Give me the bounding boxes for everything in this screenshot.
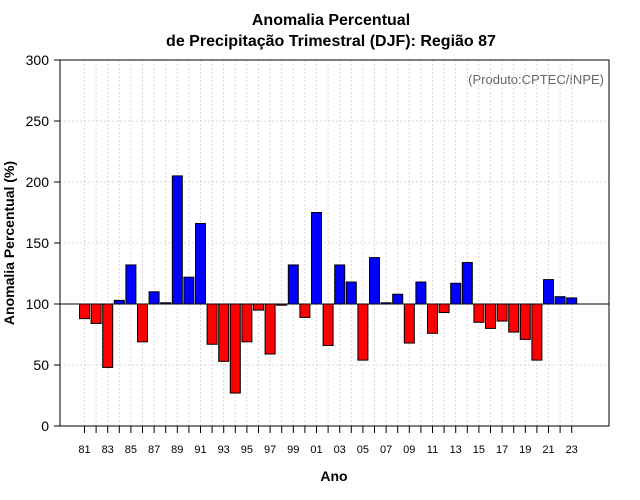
bar-82 [90,303,102,325]
x-tick-label-01: 01 [310,444,322,456]
bar-04 [345,281,357,305]
bar-18 [508,303,520,333]
x-tick-label-97: 97 [264,444,276,456]
bar-85 [125,264,137,305]
bar-84 [113,299,125,305]
bar-20 [531,303,543,361]
bar-09 [403,303,415,344]
x-tick-label-05: 05 [357,444,369,456]
bar-89 [171,175,183,305]
bar-15 [473,303,485,323]
x-tick-label-85: 85 [125,444,137,456]
x-tick-label-07: 07 [380,444,392,456]
bar-12 [438,303,450,314]
bar-13 [450,282,462,305]
x-tick-label-11: 11 [427,444,438,456]
bar-19 [519,303,531,340]
bar-87 [148,291,160,305]
chart-title-line1: Anomalia Percentual [252,12,410,29]
x-tick-label-87: 87 [148,444,160,456]
bar-17 [496,303,508,322]
bar-23 [566,297,578,305]
x-tick-label-83: 83 [102,444,114,456]
x-tick-label-95: 95 [241,444,253,456]
y-tick-label: 150 [26,235,50,251]
x-tick-label-09: 09 [403,444,415,456]
x-tick-label-81: 81 [78,444,90,456]
y-axis-label: Anomalia Percentual (%) [1,161,17,325]
x-tick-label-99: 99 [287,444,299,456]
bar-03 [334,264,346,305]
bar-22 [554,296,566,305]
bar-05 [357,303,369,361]
x-tick-label-17: 17 [496,444,508,456]
bar-97 [264,303,276,355]
plot-frame [59,59,610,427]
bar-95 [241,303,253,343]
y-tick-label: 50 [33,357,49,373]
y-tick-label: 250 [26,113,50,129]
bar-02 [322,303,334,346]
x-tick-label-93: 93 [218,444,230,456]
credit-label: (Produto:CPTEC/INPE) [468,72,604,87]
bar-14 [461,262,473,305]
bar-99 [287,264,299,305]
x-tick-label-15: 15 [473,444,485,456]
bar-10 [415,281,427,305]
x-tick-label-91: 91 [194,444,206,456]
grid-layer [60,59,609,427]
x-tick-label-89: 89 [171,444,183,456]
bar-11 [427,303,438,334]
y-tick-label: 300 [26,52,50,68]
x-tick-label-13: 13 [450,444,462,456]
bar-16 [485,303,496,329]
chart-title-line2: de Precipitação Trimestral (DJF): Região… [166,33,496,50]
y-tick-label: 200 [26,174,50,190]
bar-83 [102,303,114,368]
bar-01 [311,212,322,305]
bar-00 [299,303,311,318]
bar-21 [543,279,554,305]
bar-90 [183,276,195,305]
bar-06 [369,257,380,305]
x-axis-label: Ano [320,468,347,484]
bar-91 [195,222,206,305]
y-tick-label: 0 [41,418,49,434]
bars-layer [79,175,578,394]
y-tick-label: 100 [26,296,50,312]
x-tick-label-03: 03 [334,444,346,456]
bar-92 [206,303,218,345]
x-tick-label-23: 23 [566,444,578,456]
bar-96 [253,303,264,311]
bar-94 [229,303,241,394]
x-tick-label-21: 21 [542,444,554,456]
bar-08 [392,293,404,305]
bar-81 [79,303,90,320]
bar-93 [218,303,230,362]
bar-86 [137,303,148,343]
x-tick-label-19: 19 [519,444,531,456]
